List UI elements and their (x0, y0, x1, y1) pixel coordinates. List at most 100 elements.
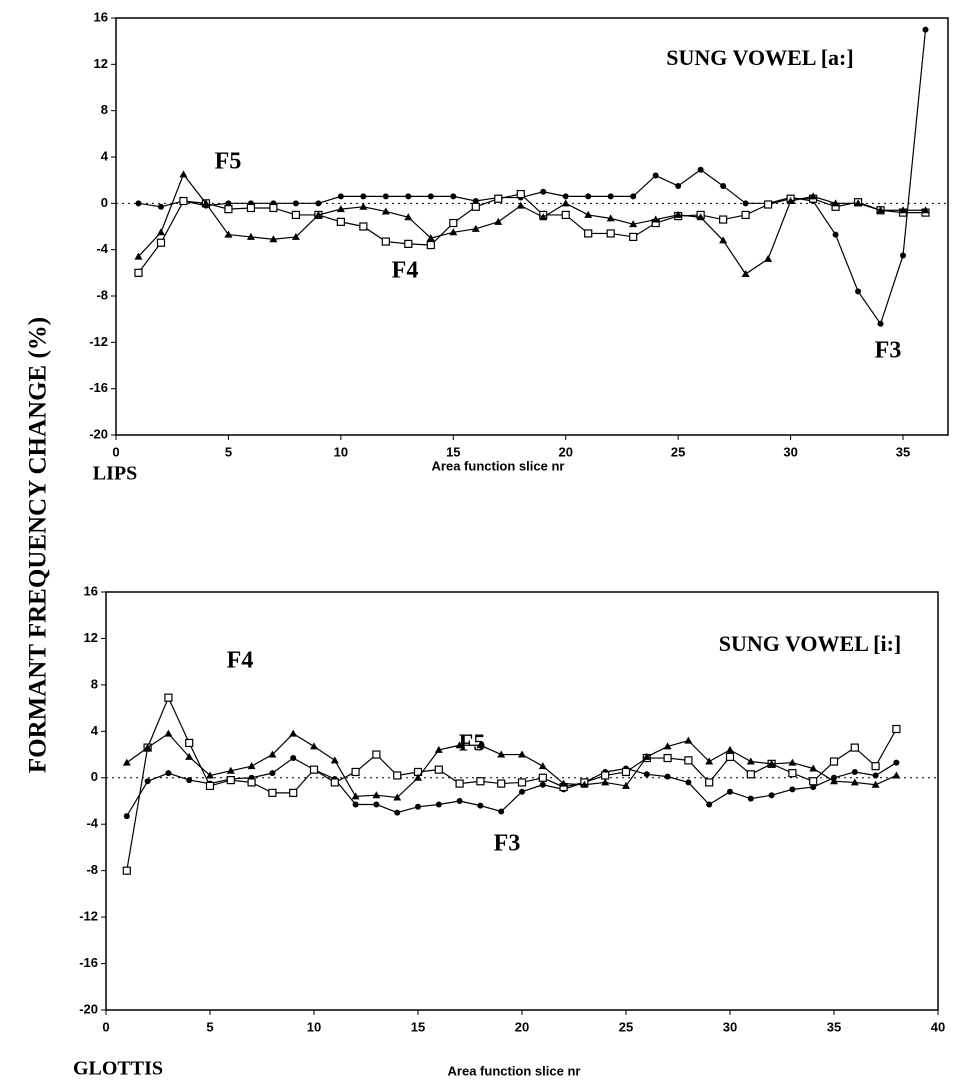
point (135, 200, 142, 207)
series-label: F3 (494, 831, 521, 857)
point (206, 771, 214, 779)
point (719, 236, 728, 244)
point (226, 775, 235, 785)
y-tick-label: -20 (79, 1001, 98, 1016)
point (685, 779, 692, 786)
y-tick-label: -16 (79, 955, 98, 970)
point (359, 222, 368, 231)
point (498, 808, 505, 815)
x-tick-label: 40 (931, 1019, 945, 1034)
point (476, 777, 485, 786)
point (830, 777, 838, 785)
point (404, 239, 413, 248)
point (562, 193, 569, 200)
point (455, 741, 464, 749)
point (643, 771, 650, 778)
point (494, 194, 503, 203)
x-tick-label: 25 (619, 1019, 633, 1034)
point (414, 773, 422, 781)
point (134, 268, 143, 277)
point (434, 745, 443, 753)
point (179, 170, 188, 178)
point (434, 765, 443, 774)
point (164, 693, 173, 702)
point (606, 229, 615, 238)
point (705, 778, 714, 787)
point (663, 742, 672, 750)
plot-frame (115, 17, 949, 436)
point (381, 207, 390, 215)
point (372, 791, 381, 799)
series-label: F4 (227, 648, 254, 674)
point (892, 771, 901, 779)
point (205, 781, 215, 791)
point (315, 200, 322, 207)
point (336, 205, 345, 213)
point (559, 779, 568, 787)
point (247, 762, 256, 770)
x-tick-label: 35 (896, 444, 910, 459)
x-tick-label: 20 (515, 1019, 529, 1034)
point (809, 777, 818, 786)
x-tick-label: 0 (112, 444, 119, 459)
point (809, 192, 818, 200)
x-tick-label: 30 (783, 444, 797, 459)
y-tick-label: 0 (91, 769, 98, 784)
x-axis-label: Area function slice nr (448, 1063, 581, 1078)
point (290, 755, 297, 762)
point (449, 218, 458, 228)
point (663, 753, 672, 763)
point (720, 182, 727, 189)
point (629, 220, 638, 228)
point (855, 288, 862, 295)
point (725, 752, 735, 761)
point (516, 189, 525, 199)
series-line (138, 29, 927, 326)
point (746, 770, 755, 779)
point (471, 224, 480, 232)
series-label: F3 (875, 338, 902, 364)
point (697, 166, 704, 173)
point (851, 768, 858, 775)
point (601, 778, 610, 786)
point (516, 201, 525, 209)
y-axis-label: FORMANT FREQUENCY CHANGE (%) (25, 317, 52, 773)
point (630, 193, 637, 200)
point (186, 777, 193, 784)
y-tick-label: 12 (94, 56, 108, 71)
y-tick-label: -4 (86, 816, 98, 831)
point (289, 788, 298, 797)
point (871, 780, 880, 788)
point (268, 750, 277, 758)
point (741, 210, 750, 220)
point (810, 784, 817, 791)
point (606, 214, 615, 222)
point (247, 778, 256, 787)
point (449, 228, 458, 236)
y-tick-label: -12 (79, 909, 98, 924)
point (157, 203, 164, 210)
point (165, 770, 172, 777)
point (764, 200, 773, 209)
point (829, 757, 839, 766)
point (872, 772, 879, 779)
point (585, 193, 592, 200)
point (143, 743, 152, 751)
point (450, 193, 457, 200)
point (269, 235, 278, 243)
point (225, 200, 232, 207)
point (876, 206, 885, 214)
y-tick-label: 12 (84, 630, 98, 645)
point (831, 199, 840, 207)
point (607, 193, 614, 200)
x-tick-label: 5 (225, 444, 232, 459)
point (456, 798, 463, 804)
x-tick-label: 15 (446, 444, 460, 459)
chart-title: SUNG VOWEL [i:] (719, 631, 902, 656)
point (426, 240, 435, 250)
point (622, 781, 630, 789)
point (747, 795, 754, 802)
y-tick-label: -8 (86, 862, 98, 877)
series-label: F5 (215, 149, 242, 175)
